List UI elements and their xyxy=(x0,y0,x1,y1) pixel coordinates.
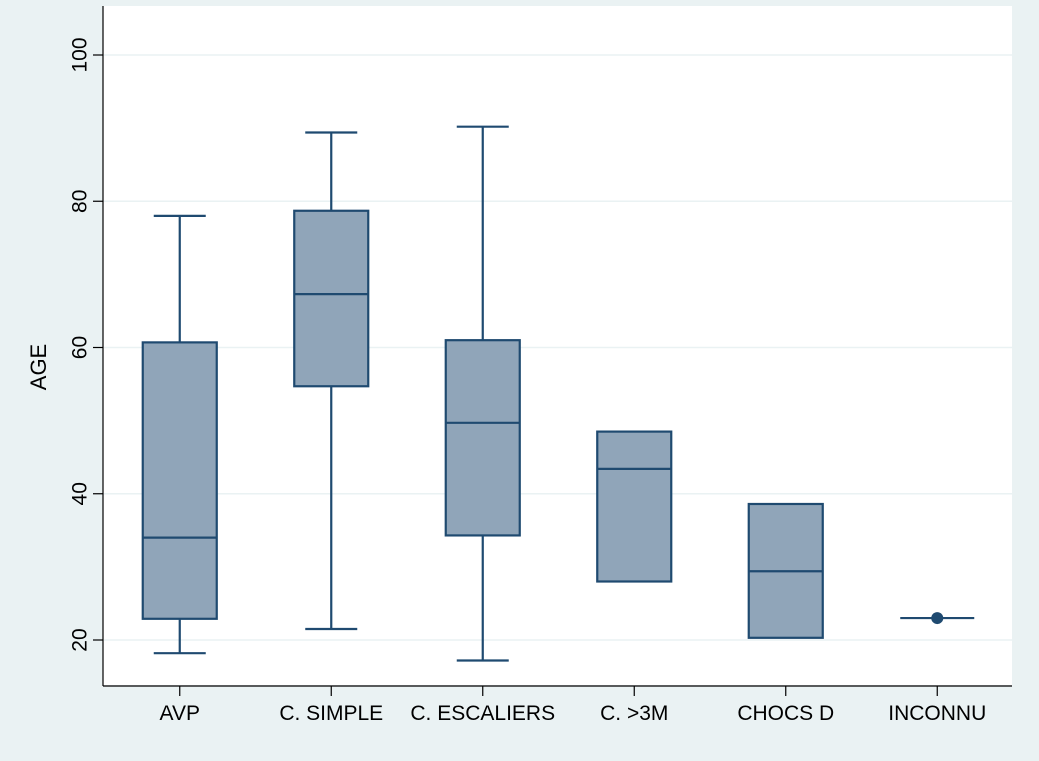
gridlines xyxy=(103,54,1012,641)
y-tick-label-80: 80 xyxy=(69,190,92,213)
box-iqr xyxy=(293,209,370,388)
y-axis-label: AGE xyxy=(26,344,51,390)
x-tick-label-2: C. SIMPLE xyxy=(279,702,383,725)
x-tick-label-1: AVP xyxy=(160,702,200,725)
plot-area xyxy=(103,6,1012,685)
y-ticks: 20 40 60 80 100 xyxy=(69,37,103,652)
box-series xyxy=(141,125,975,662)
y-tick-label-100: 100 xyxy=(69,37,92,72)
box-5 xyxy=(747,502,824,639)
y-tick-label-40: 40 xyxy=(69,482,92,505)
x-tick-label-6: INCONNU xyxy=(888,702,986,725)
box-6 xyxy=(900,612,975,625)
y-tick-label-20: 20 xyxy=(69,628,92,651)
y-tick-label-60: 60 xyxy=(69,336,92,359)
x-tick-label-5: CHOCS D xyxy=(737,702,834,725)
box-4 xyxy=(596,430,673,583)
data-point xyxy=(931,612,944,625)
box-1 xyxy=(141,214,218,655)
box-2 xyxy=(293,131,370,631)
x-tick-label-4: C. >3M xyxy=(600,702,668,725)
box-iqr xyxy=(141,341,218,620)
box-3 xyxy=(444,125,521,662)
x-ticks: AVP C. SIMPLE C. ESCALIERS C. >3M CHOCS D INC… xyxy=(160,686,986,725)
axes xyxy=(102,6,1012,687)
x-tick-label-3: C. ESCALIERS xyxy=(410,702,555,725)
box-iqr xyxy=(444,339,521,537)
box-iqr xyxy=(596,430,673,583)
